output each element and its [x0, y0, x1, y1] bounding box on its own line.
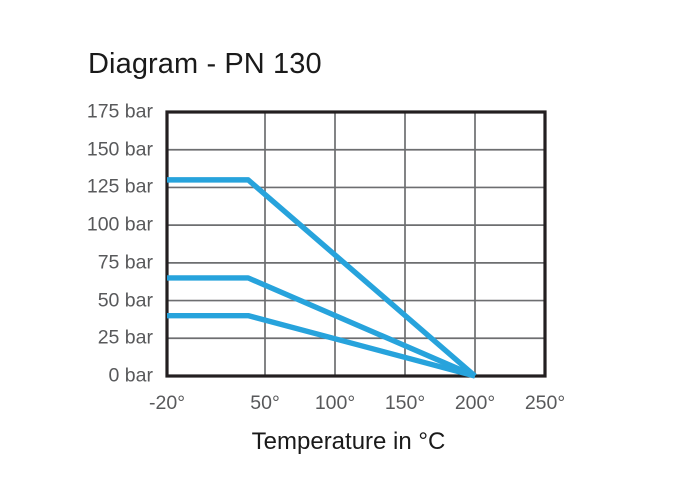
data-series: [167, 177, 477, 379]
series-line-curve-upper: [167, 177, 477, 379]
y-tick-label: 125 bar: [86, 175, 153, 198]
x-axis-tick-labels: -20° 50° 100° 150° 200° 250°: [0, 392, 697, 422]
plot-frame: [165, 110, 547, 378]
y-tick-label: 175 bar: [86, 100, 153, 123]
series-line-curve-middle: [167, 275, 477, 379]
y-axis-tick-labels: 175 bar 150 bar 125 bar 100 bar 75 bar 50 bar…: [45, 101, 153, 387]
series-line-curve-lower: [167, 312, 476, 379]
x-tick-label: 100°: [314, 392, 356, 414]
x-tick-label: 50°: [250, 392, 280, 414]
y-tick-label: 50 bar: [97, 289, 153, 312]
gridlines: [167, 112, 545, 376]
chart-title: Diagram - PN 130: [88, 48, 322, 80]
plot-frame-rect: [165, 110, 547, 378]
y-tick-label: 100 bar: [86, 213, 153, 236]
y-tick-label: 150 bar: [86, 138, 153, 161]
x-tick-label: 250°: [524, 392, 566, 414]
plot-svg: [165, 110, 547, 379]
y-tick-label: 25 bar: [97, 326, 153, 349]
plot-area: [165, 110, 547, 379]
x-tick-label: 200°: [454, 392, 496, 414]
y-tick-label: 0 bar: [108, 364, 153, 387]
x-tick-label: -20°: [149, 392, 185, 414]
x-axis-title: Temperature in °C: [251, 428, 446, 455]
y-tick-label: 75 bar: [97, 251, 153, 274]
x-tick-label: 150°: [384, 392, 426, 414]
